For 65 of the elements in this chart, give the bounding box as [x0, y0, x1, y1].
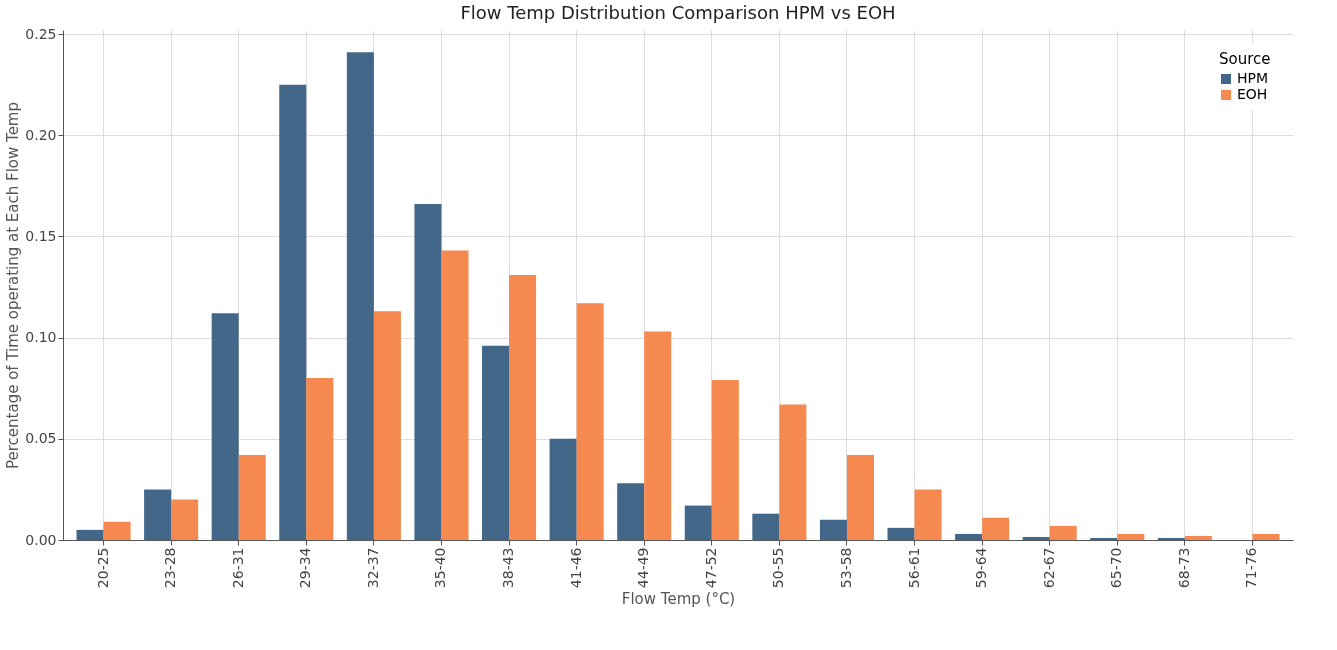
- bar: [1117, 533, 1145, 540]
- x-tick-label: 59-64: [973, 547, 990, 589]
- bar: [1022, 536, 1050, 540]
- bar: [1157, 537, 1185, 540]
- bar: [482, 345, 510, 540]
- bar: [914, 489, 942, 540]
- x-tick-label: 23-28: [162, 547, 179, 589]
- x-tick-label: 68-73: [1175, 547, 1192, 589]
- y-tick-label: 0.05: [25, 430, 57, 447]
- bar: [373, 311, 401, 540]
- x-tick-label: 38-43: [500, 547, 517, 589]
- legend-title: Source: [1219, 50, 1271, 68]
- bar: [441, 250, 469, 540]
- bar: [1049, 525, 1077, 540]
- bar: [955, 533, 983, 540]
- bar: [103, 521, 131, 540]
- bar: [711, 380, 739, 540]
- bar: [76, 529, 104, 540]
- bar: [211, 313, 239, 540]
- bar: [279, 84, 307, 540]
- y-tick-label: 0.10: [25, 329, 57, 346]
- bar: [238, 455, 266, 540]
- bar: [982, 517, 1010, 540]
- y-tick-label: 0.20: [25, 126, 57, 143]
- bar: [414, 204, 442, 540]
- x-tick-label: 32-37: [364, 547, 381, 589]
- legend-label: HPM: [1237, 70, 1269, 86]
- y-tick-label: 0.15: [25, 227, 57, 244]
- x-tick-label: 53-58: [837, 547, 854, 589]
- bar: [509, 274, 537, 540]
- x-tick-label: 50-55: [770, 547, 787, 589]
- bar: [684, 505, 712, 540]
- bar: [144, 489, 172, 540]
- bar: [549, 438, 577, 540]
- bar: [1252, 533, 1280, 540]
- bar: [617, 483, 645, 540]
- x-tick-label: 29-34: [297, 547, 314, 589]
- x-tick-label: 56-61: [905, 547, 922, 589]
- x-tick-label: 26-31: [229, 547, 246, 589]
- x-tick-label: 65-70: [1108, 547, 1125, 589]
- x-tick-label: 41-46: [567, 547, 584, 589]
- bar: [576, 303, 604, 540]
- chart-title: Flow Temp Distribution Comparison HPM vs EOH: [460, 2, 896, 24]
- x-tick-label: 44-49: [635, 547, 652, 589]
- y-tick-label: 0.00: [25, 531, 57, 548]
- x-tick-label: 71-76: [1243, 547, 1260, 589]
- x-tick-label: 35-40: [432, 547, 449, 589]
- x-tick-label: 62-67: [1040, 547, 1057, 589]
- y-axis-title: Percentage of Time operating at Each Flow Temp: [4, 101, 23, 470]
- bar: [819, 519, 847, 540]
- x-axis-title: Flow Temp (°C): [621, 590, 736, 609]
- bar: [306, 378, 334, 540]
- x-tick-label: 20-25: [94, 547, 111, 589]
- legend-label: EOH: [1237, 86, 1268, 102]
- bar: [779, 404, 807, 540]
- bar: [887, 527, 915, 540]
- bar: [644, 331, 672, 540]
- bar: [1090, 537, 1118, 540]
- y-tick-label: 0.25: [25, 25, 57, 42]
- bar: [346, 52, 374, 540]
- bar: [752, 513, 780, 540]
- bar: [171, 499, 199, 540]
- x-tick-label: 47-52: [702, 547, 719, 589]
- bar: [1184, 535, 1212, 540]
- bar: [846, 455, 874, 540]
